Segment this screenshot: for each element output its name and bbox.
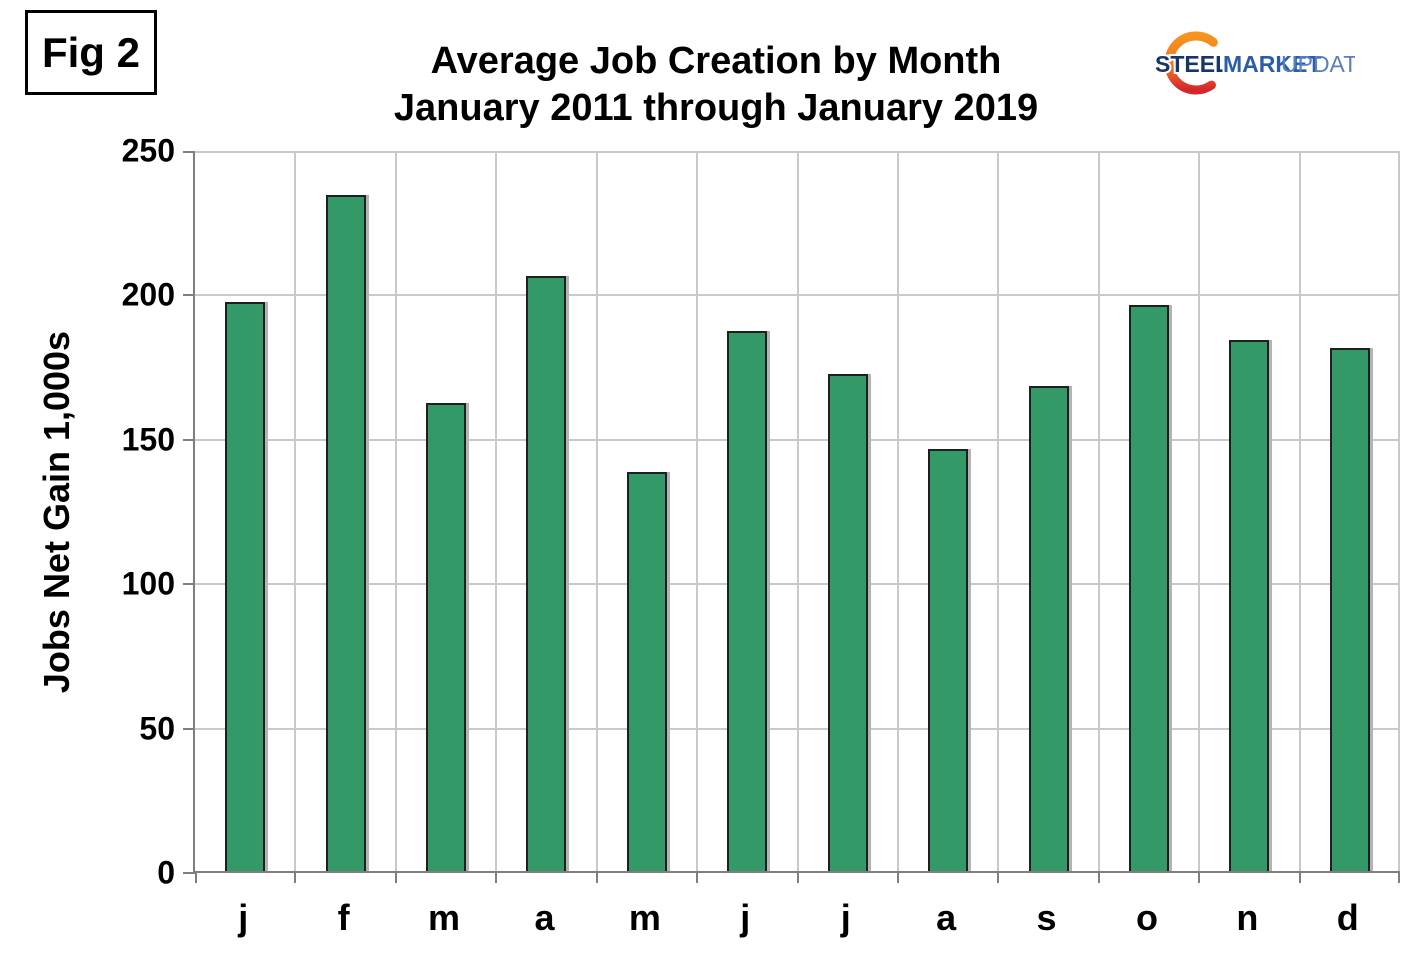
gridline-vertical [495, 151, 498, 873]
gridline-vertical [595, 151, 598, 873]
logo-text-update: UPDATE [1281, 51, 1355, 77]
gridline-vertical [796, 151, 799, 873]
bar-2-f [325, 195, 366, 871]
x-tick-label: j [840, 897, 851, 938]
logo-text-market: MARKET [1223, 51, 1321, 77]
x-tick-label: f [337, 897, 350, 938]
bar-11-n [1229, 339, 1270, 871]
gridline-vertical [1097, 151, 1100, 873]
chart-title-block: Average Job Creation by Month January 20… [6, 38, 1420, 132]
logo-graphic: STEEL MARKET UPDATE [1153, 31, 1373, 95]
y-axis-title: Jobs Net Gain 1,000s [36, 330, 77, 694]
gridline-vertical [1198, 151, 1201, 873]
x-axis-tick [1298, 871, 1301, 883]
x-tick-label: o [1135, 897, 1158, 938]
y-tick-label: 100 [121, 565, 175, 602]
bar-6-j [727, 330, 768, 871]
y-axis-tick [183, 438, 195, 441]
x-axis-tick [997, 871, 1000, 883]
logo-crescent-icon [1164, 31, 1218, 95]
x-tick-label: m [428, 897, 461, 938]
x-tick-label: a [534, 897, 555, 938]
logo-text-steel: STEEL [1155, 51, 1229, 77]
x-axis-tick [495, 871, 498, 883]
y-axis-tick [183, 151, 195, 153]
y-tick-label: 0 [157, 854, 175, 891]
chart-title: Average Job Creation by Month [430, 40, 1002, 82]
x-axis-tick [696, 871, 699, 883]
x-axis-tick [796, 871, 799, 883]
x-axis-tick [195, 871, 197, 883]
figure-label-box: Fig 2 [25, 10, 157, 95]
gridline-vertical [997, 151, 1000, 873]
x-axis-tick [595, 871, 598, 883]
gridline-vertical [696, 151, 699, 873]
bar-9-s [1028, 385, 1069, 871]
x-axis-tick [294, 871, 297, 883]
x-axis-tick [394, 871, 397, 883]
y-tick-label: 50 [139, 710, 175, 747]
gridline-vertical [896, 151, 899, 873]
x-tick-label: a [936, 897, 957, 938]
gridline-vertical [1398, 151, 1400, 873]
y-axis-tick [183, 294, 195, 297]
plot-area [183, 151, 1400, 883]
x-tick-label: n [1236, 897, 1259, 938]
steel-market-update-logo: STEEL MARKET UPDATE [1145, 30, 1373, 115]
x-axis-tick [1097, 871, 1100, 883]
bar-8-a [928, 449, 969, 871]
bar-12-d [1329, 348, 1370, 871]
bar-5-m [626, 472, 667, 871]
x-axis-tick [896, 871, 899, 883]
x-axis-tick [1198, 871, 1201, 883]
x-tick-label: s [1036, 897, 1057, 938]
gridline-vertical [1298, 151, 1301, 873]
x-tick-label: d [1336, 897, 1359, 938]
gridline-vertical [394, 151, 397, 873]
x-tick-label: j [238, 897, 249, 938]
bar-3-m [426, 403, 467, 871]
x-tick-label: j [740, 897, 751, 938]
y-tick-label: 150 [121, 421, 175, 458]
gridline-vertical [294, 151, 297, 873]
y-tick-label: 200 [121, 276, 175, 313]
y-tick-label: 250 [121, 132, 175, 169]
y-axis-tick [183, 872, 195, 874]
bar-1-j [225, 302, 266, 871]
y-axis-tick [183, 727, 195, 730]
x-tick-label: m [628, 897, 661, 938]
figure-label: Fig 2 [41, 28, 140, 76]
bar-10-o [1128, 304, 1169, 871]
bar-4-a [526, 276, 567, 871]
y-axis-tick [183, 583, 195, 586]
bar-7-j [827, 374, 868, 871]
x-axis-tick [1398, 871, 1400, 883]
chart-subtitle: January 2011 through January 2019 [393, 87, 1039, 129]
